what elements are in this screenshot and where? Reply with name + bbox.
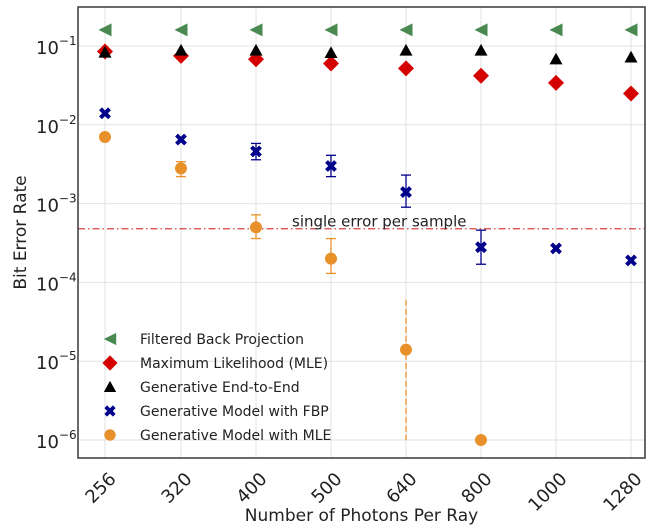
x-marker <box>325 160 337 172</box>
plot-frame <box>77 6 646 459</box>
y-tick-labels: 10−1 10−2 10−3 10−4 10−5 10−6 <box>36 34 77 453</box>
circle-marker <box>250 221 262 234</box>
diamond-marker <box>548 74 564 91</box>
series-2 <box>98 43 638 65</box>
triangle-left-marker <box>474 23 488 37</box>
triangle-left-marker <box>624 23 638 37</box>
y-tick-label: 10−1 <box>36 34 77 59</box>
circle-marker <box>475 434 487 446</box>
diamond-marker <box>623 85 639 102</box>
legend: Filtered Back Projection Maximum Likeliho… <box>102 332 331 444</box>
y-tick-label: 10−3 <box>36 192 77 217</box>
series-4 <box>99 131 487 446</box>
y-tick-label: 10−2 <box>36 113 77 138</box>
triangle-up-marker <box>98 45 112 58</box>
x-marker <box>175 133 187 146</box>
triangle-left-marker <box>98 23 112 37</box>
x-axis-label: Number of Photons Per Ray <box>245 506 478 526</box>
diamond-marker <box>323 55 339 72</box>
circle-marker <box>400 343 412 356</box>
x-marker <box>550 242 562 255</box>
y-tick-label: 10−6 <box>36 428 77 453</box>
diamond-marker <box>473 67 489 84</box>
circle-marker <box>104 429 116 441</box>
x-marker <box>400 186 412 198</box>
triangle-left-marker <box>399 23 413 37</box>
x-marker <box>250 145 262 158</box>
y-tick-label: 10−5 <box>36 349 77 374</box>
triangle-up-marker <box>249 43 263 56</box>
circle-marker <box>325 252 337 265</box>
legend-entry-label: Maximum Likelihood (MLE) <box>140 356 328 372</box>
legend-entry-label: Generative Model with FBP <box>140 404 329 420</box>
triangle-up-marker <box>624 50 638 63</box>
series-0 <box>98 23 638 37</box>
circle-marker <box>99 131 111 144</box>
triangle-up-marker <box>474 43 488 56</box>
triangle-up-marker <box>174 43 188 56</box>
circle-marker <box>175 162 187 175</box>
legend-entry-label: Generative End-to-End <box>140 380 300 396</box>
triangle-up-marker <box>399 43 413 56</box>
x-marker <box>99 107 111 120</box>
legend-entry-label: Filtered Back Projection <box>140 332 304 348</box>
legend-entry-label: Generative Model with MLE <box>140 428 331 444</box>
x-marker <box>104 405 116 417</box>
triangle-left-marker <box>549 23 563 37</box>
series-3 <box>99 107 637 267</box>
x-marker <box>625 254 637 267</box>
triangle-up-marker <box>324 46 338 58</box>
triangle-up-marker <box>549 52 563 65</box>
triangle-left-marker <box>324 23 338 37</box>
y-axis-label: Bit Error Rate <box>11 175 31 289</box>
y-tick-label: 10−4 <box>36 270 77 295</box>
x-marker <box>475 241 487 254</box>
reference-line-label: single error per sample <box>292 213 466 231</box>
triangle-left-marker <box>174 23 188 37</box>
diamond-marker <box>102 355 118 371</box>
triangle-left-marker <box>249 23 263 37</box>
triangle-left-marker <box>103 332 117 346</box>
data-marks <box>97 23 639 446</box>
diamond-marker <box>398 60 414 77</box>
reference-line-group: single error per sample <box>78 213 645 231</box>
triangle-up-marker <box>103 380 117 392</box>
